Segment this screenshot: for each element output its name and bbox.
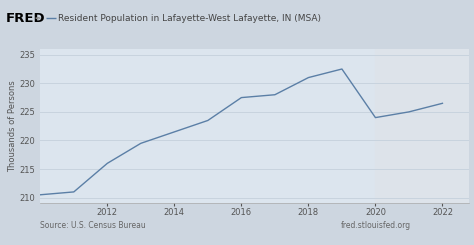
Text: ✒: ✒ [34, 14, 40, 23]
Text: Source: U.S. Census Bureau: Source: U.S. Census Bureau [40, 221, 146, 230]
Text: fred.stlouisfed.org: fred.stlouisfed.org [341, 221, 411, 230]
Text: FRED: FRED [6, 12, 46, 25]
Y-axis label: Thousands of Persons: Thousands of Persons [8, 80, 17, 172]
Bar [375, 49, 474, 203]
Text: Resident Population in Lafayette-West Lafayette, IN (MSA): Resident Population in Lafayette-West La… [58, 14, 321, 23]
